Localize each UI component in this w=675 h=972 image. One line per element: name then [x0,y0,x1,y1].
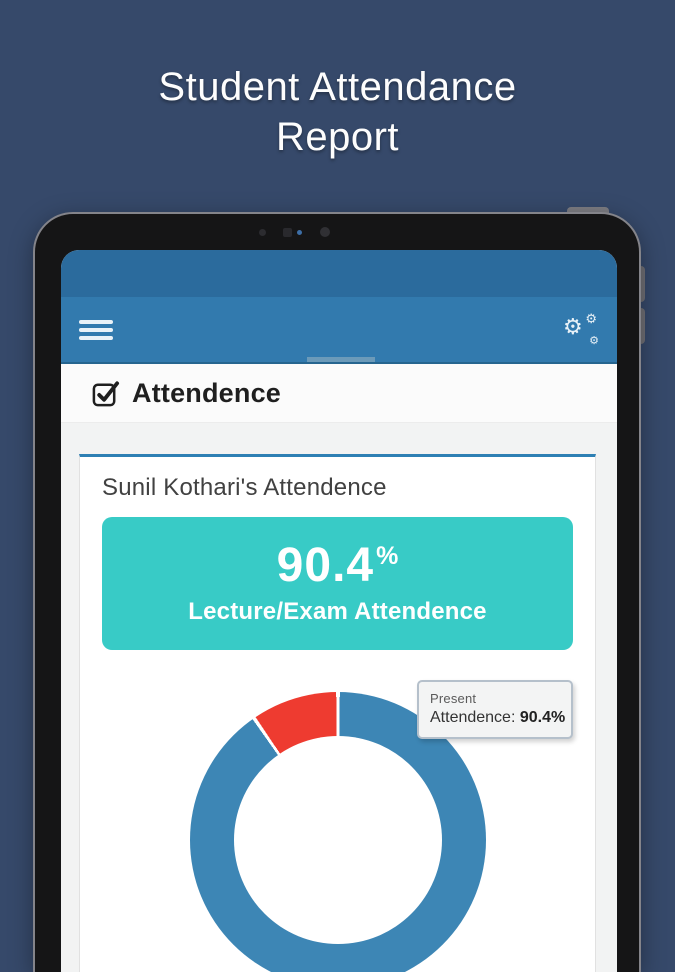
promo-page: { "page": { "title": "Student Attendance… [33,65,645,972]
app-bar: ⚙ ⚙ ⚙ [61,297,617,364]
gear-icon: ⚙ [585,310,597,326]
section-heading-label: Attendence [132,377,282,408]
tooltip-label: Attendence: [430,709,520,726]
settings-button[interactable]: ⚙ ⚙ ⚙ [563,310,599,347]
tablet-mockup: ⚙ ⚙ ⚙ Attendence Sunil Kothari's Attende… [33,207,645,972]
appbar-notch [307,357,375,362]
section-heading: Attendence [61,364,617,423]
hamburger-icon [79,319,113,324]
indicator-led [297,230,302,235]
sensor-dot [283,228,292,237]
status-bar [61,250,617,297]
attendance-card: Sunil Kothari's Attendence 90.4 % Lectur… [79,454,596,972]
checked-checkbox-icon [92,380,120,406]
stat-unit: % [376,541,399,570]
front-camera [320,227,330,237]
menu-button[interactable] [79,316,113,344]
stat-value-row: 90.4 % [276,538,399,592]
stat-label: Lecture/Exam Attendence [188,597,487,625]
student-attendance-title: Sunil Kothari's Attendence [102,474,387,501]
page-title: Student Attendance Report [158,65,517,159]
tooltip-value-line: Attendence: 90.4% [430,709,565,727]
tablet-camera-strip [35,227,639,237]
attendance-stat-box: 90.4 % Lecture/Exam Attendence [102,517,573,650]
tooltip-value: 90.4% [519,709,566,726]
sensor-dot [259,229,266,236]
gear-icon: ⚙ [563,313,583,339]
chart-tooltip: Present Attendence: 90.4% [417,680,573,739]
tablet-frame: ⚙ ⚙ ⚙ Attendence Sunil Kothari's Attende… [33,212,641,972]
donut-hole [233,736,442,944]
content-area: Sunil Kothari's Attendence 90.4 % Lectur… [61,423,617,972]
tablet-volume-down-button [637,308,645,344]
tablet-screen: ⚙ ⚙ ⚙ Attendence Sunil Kothari's Attende… [61,250,617,972]
tooltip-series-label: Present [430,691,477,706]
tablet-volume-up-button [637,266,645,302]
stat-value: 90.4 [276,538,375,592]
gear-icon: ⚙ [589,334,599,347]
attendance-chart-area: Present Attendence: 90.4% [102,659,573,972]
